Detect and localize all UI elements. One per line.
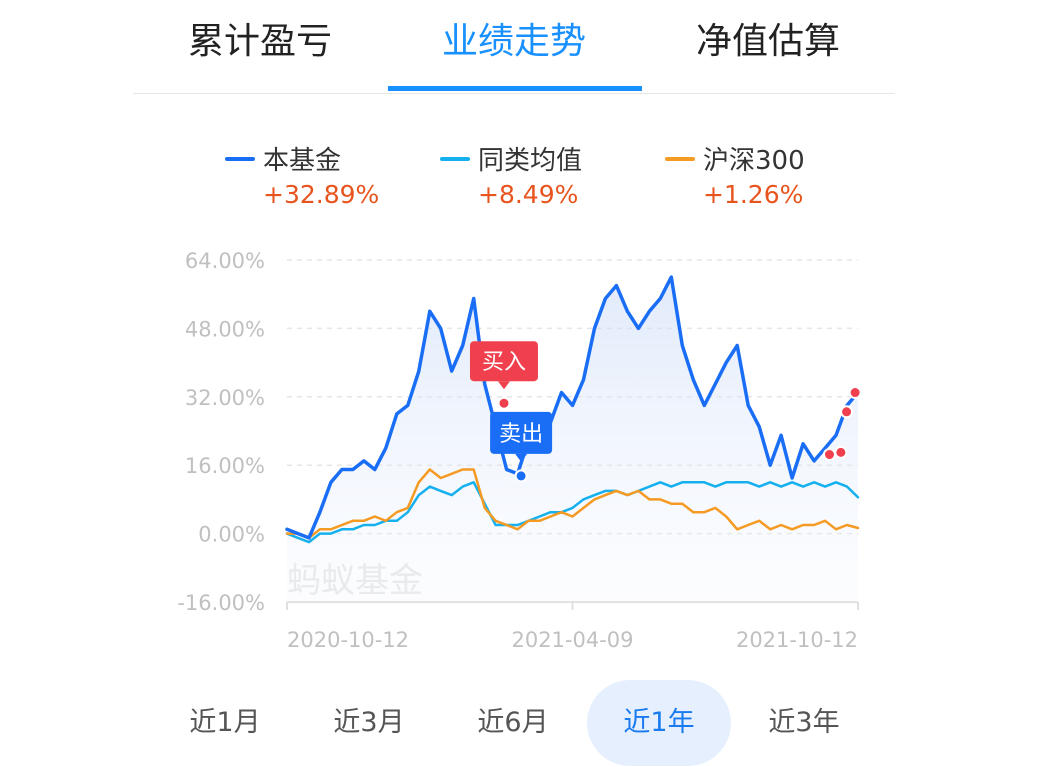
legend-label-fund: 本基金 (263, 146, 342, 176)
x-tick-label: 2021-10-12 (736, 628, 858, 652)
legend-swatch-category-avg (440, 157, 470, 161)
buy-label-pointer (497, 381, 510, 390)
period-1y-button[interactable]: 近1年 (587, 680, 731, 766)
tab-performance-trend[interactable]: 业绩走势 (441, 21, 586, 62)
y-tick-label: -16.00% (177, 591, 265, 615)
tab-cumulative-pnl[interactable]: 累计盈亏 (187, 21, 332, 62)
active-tab-indicator (388, 86, 642, 91)
sell-label-text: 卖出 (499, 422, 543, 447)
tab-bar: 累计盈亏 业绩走势 净值估算 (133, 0, 895, 94)
period-selector: 近1月 近3月 近6月 近1年 近3年 (150, 680, 910, 767)
buy-point-marker[interactable] (822, 448, 836, 462)
legend-value-category-avg: +8.49% (478, 180, 579, 209)
csi300-series-line[interactable] (285, 468, 860, 540)
x-tick-label: 2021-04-09 (511, 628, 633, 652)
y-tick-label: 48.00% (185, 317, 265, 341)
buy-point-marker[interactable] (848, 386, 862, 400)
legend-swatch-fund (225, 157, 255, 161)
y-tick-label: 32.00% (185, 386, 265, 410)
legend-item-fund[interactable]: 本基金 +32.89% (225, 140, 425, 220)
sell-label-pointer (515, 453, 528, 462)
y-tick-label: 16.00% (185, 454, 265, 478)
fund-series-line[interactable] (285, 275, 860, 540)
fund-area-fill (287, 277, 858, 602)
y-tick-label: 64.00% (185, 249, 265, 273)
legend-item-csi300[interactable]: 沪深300 +1.26% (665, 140, 865, 220)
buy-label-badge (469, 341, 538, 382)
period-3y-button[interactable]: 近3年 (768, 707, 840, 738)
category-avg-series-line[interactable] (285, 481, 860, 544)
legend-swatch-csi300 (665, 157, 695, 161)
tab-nav-estimate[interactable]: 净值估算 (695, 21, 840, 62)
period-1m-button[interactable]: 近1月 (189, 707, 261, 738)
period-6m-button[interactable]: 近6月 (477, 707, 549, 738)
performance-chart[interactable]: 64.00% 48.00% 32.00% 16.00% 0.00% -16.00% 2020… (0, 0, 1055, 680)
y-tick-label: 0.00% (198, 523, 265, 547)
period-3m-button[interactable]: 近3月 (333, 707, 405, 738)
buy-point-marker[interactable] (834, 445, 848, 459)
buy-point-marker[interactable] (840, 405, 854, 419)
buy-label-text: 买入 (482, 350, 526, 375)
legend-label-category-avg: 同类均值 (478, 146, 583, 176)
sell-label-badge (490, 411, 553, 454)
x-tick-label: 2020-10-12 (287, 628, 409, 652)
legend-value-fund: +32.89% (263, 180, 380, 209)
legend-item-category-avg[interactable]: 同类均值 +8.49% (440, 140, 640, 220)
sell-point-marker[interactable] (514, 469, 528, 483)
legend-label-csi300: 沪深300 (703, 146, 805, 176)
buy-point-marker[interactable] (497, 396, 511, 410)
legend-value-csi300: +1.26% (703, 180, 804, 209)
